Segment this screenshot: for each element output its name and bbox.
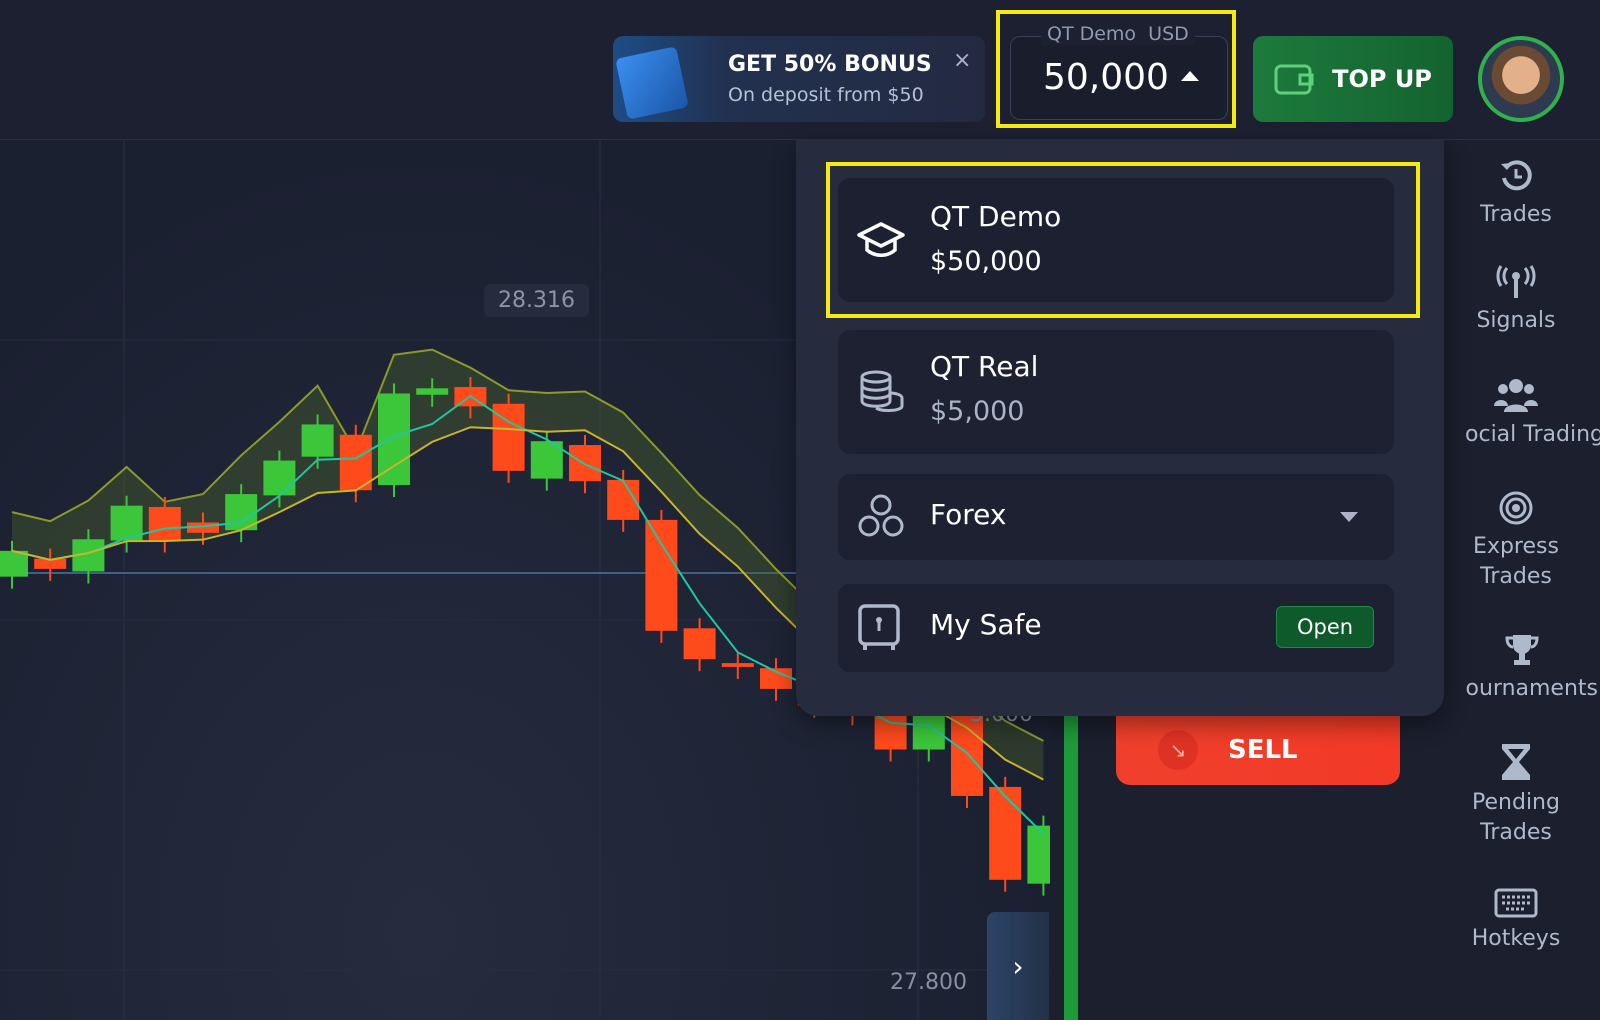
arrow-down-right-icon: ↘ [1158,730,1198,770]
candle-down [339,434,372,491]
candle-down [187,522,219,533]
sidebar-item-signals[interactable]: Signals [1432,264,1600,336]
account-balance-selector[interactable]: QT Demo USD 50,000 [1010,23,1228,120]
account-dropdown: QT Demo $50,000 QT Real $5,000 Forex My … [796,140,1444,716]
open-safe-button[interactable]: Open [1276,606,1374,648]
sidebar-item-trades[interactable]: Trades [1432,158,1600,230]
candle-down [683,628,716,660]
sell-button[interactable]: ↘ SELL [1116,715,1400,785]
top-up-button[interactable]: TOP UP [1253,36,1453,122]
history-icon [1501,160,1532,191]
bonus-subtitle: On deposit from $50 [728,84,924,106]
chevron-right-icon: › [1012,949,1024,983]
candle-up [301,424,334,457]
candle-down [34,558,67,569]
candle-down [989,786,1022,880]
safe-icon [858,604,900,650]
sidebar-item-pending-trades[interactable]: Pending Trades [1432,742,1600,848]
candle-down [148,506,181,541]
candle-up [912,713,945,750]
indicator-band [12,349,1044,780]
users-icon [1494,379,1538,412]
highlight-qt-demo [826,162,1420,318]
candle-up [416,388,449,395]
hourglass-icon [1502,744,1530,780]
wallet-icon [1274,64,1314,95]
price-axis-label: 27.800 [890,970,967,995]
account-option-forex[interactable]: Forex [838,474,1394,560]
close-icon[interactable]: × [953,48,972,73]
signal-icon [1496,265,1536,298]
gift-icon [615,46,689,120]
time-indicator-bar [1064,715,1078,1020]
avatar[interactable] [1478,36,1564,122]
scroll-right-button[interactable]: › [987,912,1049,1020]
account-option-qt-demo[interactable]: QT Demo $50,000 [838,178,1394,302]
balance-amount: 50,000 [1043,57,1169,98]
account-option-my-safe[interactable]: My Safe Open [838,584,1394,672]
bonus-banner[interactable]: GET 50% BONUS On deposit from $50 × [613,36,985,122]
account-label: QT Demo USD [1041,23,1195,45]
keyboard-icon [1494,888,1538,918]
candle-down [874,713,907,750]
caret-up-icon [1181,71,1199,81]
right-sidebar: Trades Signals ocial Trading Express Tra… [1432,140,1600,1020]
bonus-title: GET 50% BONUS [728,52,932,77]
candle-up [263,460,296,496]
sidebar-item-tournaments[interactable]: ournaments [1420,632,1600,704]
candle-down [760,668,792,689]
candle-up [0,550,28,577]
graduation-cap-icon [857,222,905,257]
forex-icon [858,494,904,537]
candle-up [378,393,410,486]
candle-up [1027,825,1050,884]
trophy-icon [1505,635,1539,665]
chevron-down-icon [1340,512,1358,522]
sidebar-item-express-trades[interactable]: Express Trades [1432,490,1600,592]
sidebar-item-hotkeys[interactable]: Hotkeys [1432,888,1600,954]
sidebar-item-social-trading[interactable]: ocial Trading [1422,376,1600,450]
candle-down [569,445,601,482]
coins-icon [860,370,904,412]
target-icon [1499,491,1533,525]
candle-down [721,663,754,667]
price-tooltip: 28.316 [484,284,589,317]
top-bar: GET 50% BONUS On deposit from $50 × QT D… [0,0,1600,140]
candle-down [645,519,678,631]
highlight-balance [996,10,1236,128]
account-option-qt-real[interactable]: QT Real $5,000 [838,330,1394,454]
